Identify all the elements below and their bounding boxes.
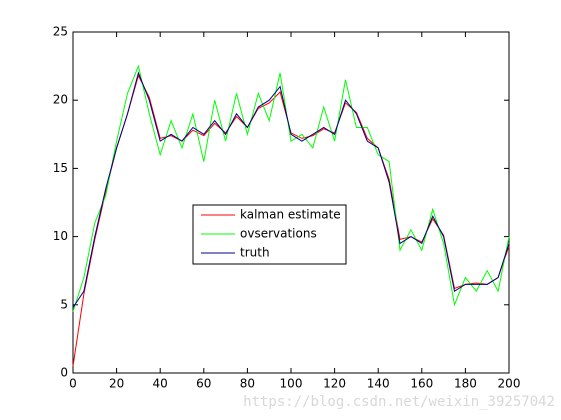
y-tick-label: 5 [60,297,68,311]
x-tick-label: 180 [454,377,477,391]
x-tick-label: 20 [109,377,124,391]
y-tick-label: 10 [53,229,68,243]
x-tick-label: 80 [240,377,255,391]
y-tick-label: 0 [60,366,68,380]
x-tick-label: 200 [498,377,521,391]
x-tick-label: 160 [410,377,433,391]
data-line [72,64,510,312]
y-tick-label: 20 [53,93,68,107]
y-tick-label: 15 [53,161,68,175]
legend-label: truth [240,246,270,260]
x-tick-label: 100 [280,377,303,391]
y-tick-label: 25 [53,25,68,39]
watermark: https://blog.csdn.net/weixin_39257042 [243,394,555,410]
x-tick-label: 60 [196,377,211,391]
x-tick-label: 120 [323,377,346,391]
plot-area [72,31,510,374]
x-tick-label: 140 [367,377,390,391]
legend-label: ovservations [240,227,317,241]
data-line [72,71,510,308]
legend-label: kalman estimate [240,208,341,222]
x-tick-label: 0 [69,377,77,391]
x-tick-label: 40 [153,377,168,391]
